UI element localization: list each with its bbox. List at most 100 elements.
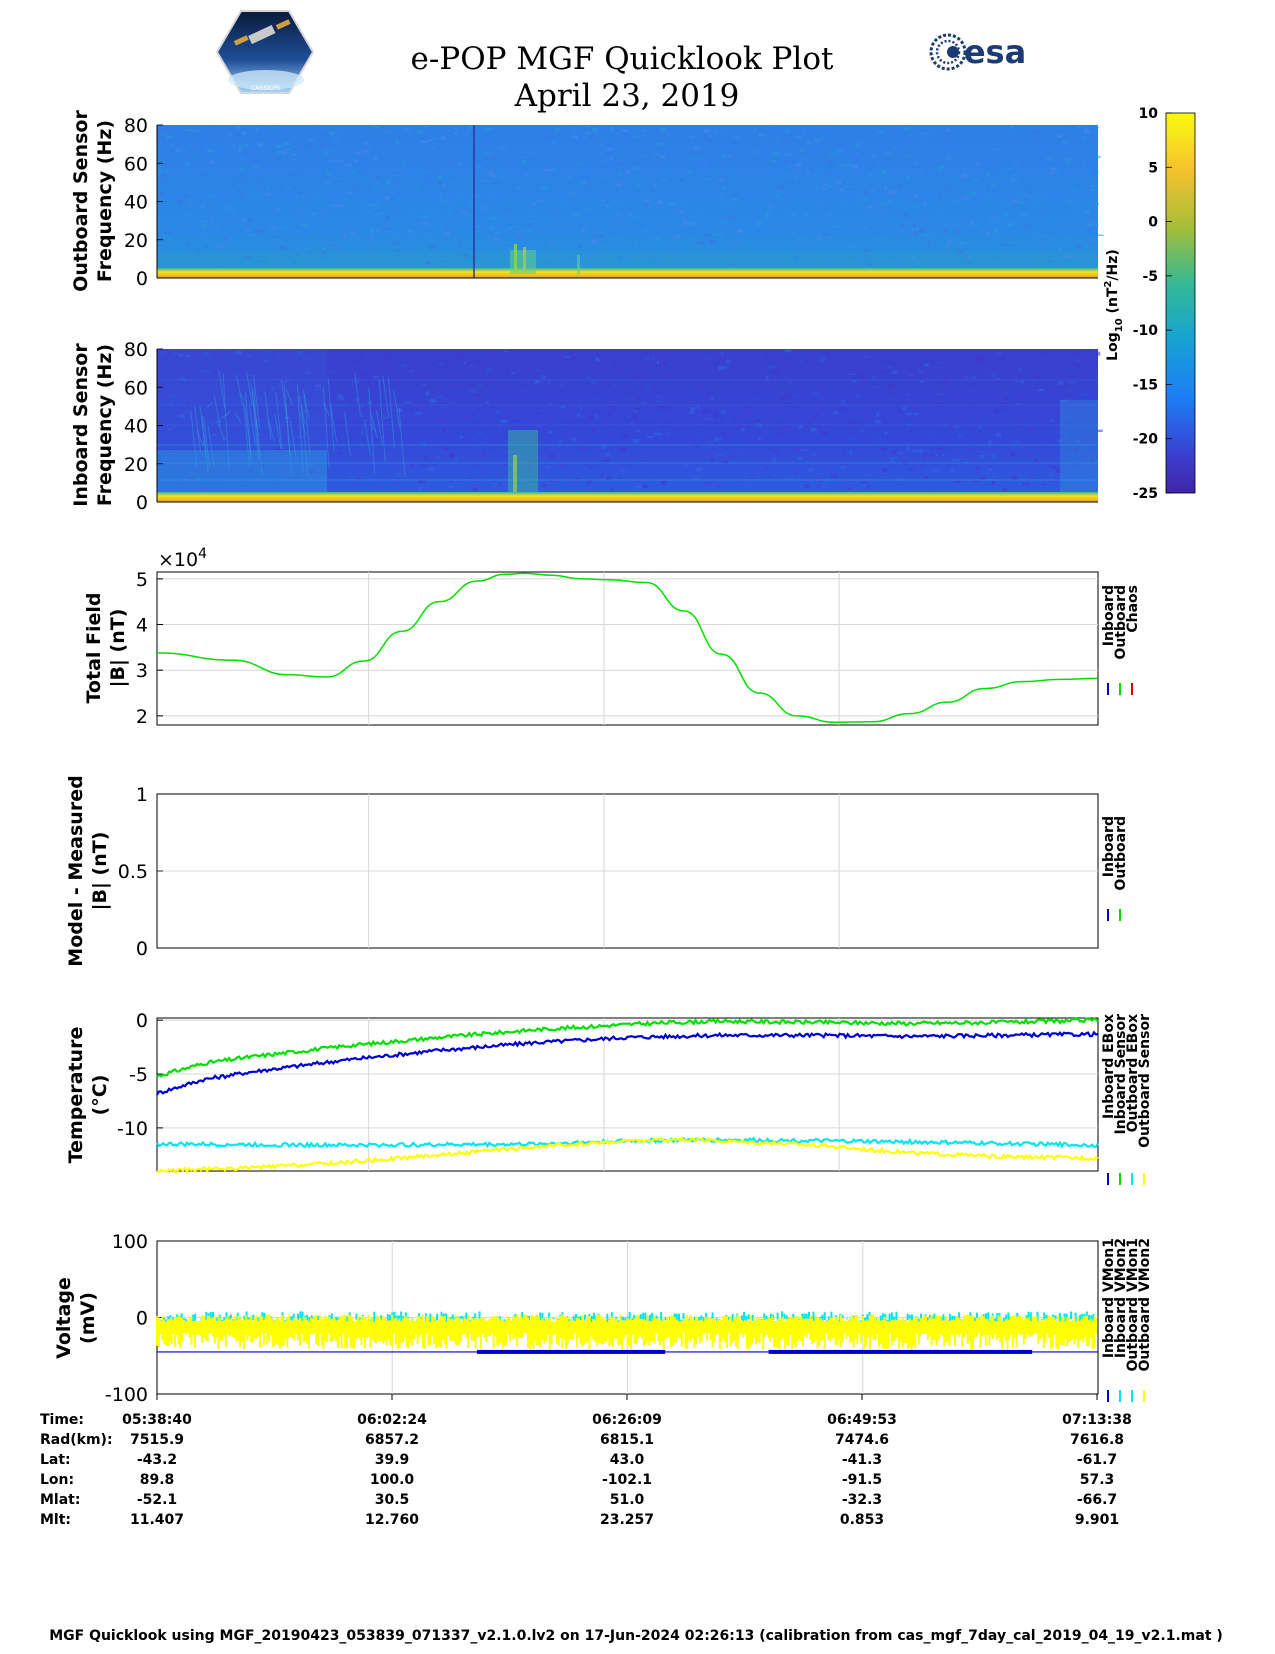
orbit-cell: -52.1: [137, 1492, 177, 1508]
model-measured-tick-label: 0: [136, 938, 148, 960]
voltage-tick-label: -100: [105, 1384, 148, 1406]
voltage-ylabel-2: (mV): [77, 1292, 99, 1344]
temperature-ylabel-2: (°C): [89, 1075, 111, 1116]
orbit-row-label: Lon:: [40, 1472, 74, 1488]
orbit-cell: -43.2: [137, 1452, 177, 1468]
orbit-cell: 51.0: [610, 1492, 645, 1508]
voltage-ylabel-1: Voltage: [53, 1277, 75, 1359]
total-field-tick-label: 2: [136, 706, 148, 728]
spectrogram-outboard-ylabel-1: Outboard Sensor: [70, 110, 92, 292]
orbit-cell: -91.5: [842, 1472, 882, 1488]
spectrogram-outboard-tick-label: 80: [124, 115, 148, 137]
voltage-tick-label: 0: [136, 1308, 148, 1330]
esa-logo: esa: [931, 33, 1026, 71]
wave-burst-inboard: [508, 430, 538, 496]
orbit-cell: 39.9: [375, 1452, 410, 1468]
spectrogram-outboard-tick-label: 0: [136, 268, 148, 290]
orbit-cell: -66.7: [1077, 1492, 1117, 1508]
colorbar-tick-label: -20: [1133, 432, 1159, 448]
spectrogram-outboard-tick-label: 60: [124, 153, 148, 175]
total-field-exponent: ×104: [158, 546, 207, 571]
orbit-cell: 07:13:38: [1062, 1412, 1132, 1428]
colorbar-tick-label: -10: [1133, 323, 1159, 339]
orbit-row-label: Lat:: [40, 1452, 71, 1468]
plot-date: April 23, 2019: [514, 78, 740, 114]
colorbar-tick-label: -15: [1133, 377, 1158, 393]
colorbar-tick-label: 10: [1139, 106, 1159, 122]
orbit-cell: 7474.6: [835, 1432, 889, 1448]
spectrogram-inboard-tick-label: 40: [124, 416, 148, 438]
temperature-ylabel-1: Temperature: [65, 1027, 87, 1164]
model-measured-tick-label: 0.5: [118, 861, 148, 883]
voltage-tick-label: 100: [112, 1231, 148, 1253]
orbit-cell: 100.0: [370, 1472, 415, 1488]
temperature-tick-label: 0: [136, 1010, 148, 1032]
orbit-cell: 43.0: [610, 1452, 645, 1468]
orbit-cell: 6815.1: [600, 1432, 654, 1448]
orbit-cell: 06:02:24: [357, 1412, 427, 1428]
total-field-legend-label: Chaos: [1125, 585, 1141, 633]
model-measured-tick-label: 1: [136, 784, 148, 806]
voltage-inboard-burst: [477, 1350, 665, 1354]
colorbar-label: Log10 (nT2/Hz): [1103, 249, 1125, 361]
temperature-panel: 0-5-10 Temperature (°C) Inboard EBoxInbo…: [65, 1010, 1153, 1185]
temperature-yticks: 0-5-10: [117, 1010, 163, 1140]
orbit-cell: 06:26:09: [592, 1412, 662, 1428]
voltage-legend-label: Outboard VMon2: [1137, 1238, 1153, 1372]
spectrogram-outboard-tick-label: 20: [124, 230, 148, 252]
orbit-cell: 57.3: [1080, 1472, 1115, 1488]
orbit-cell: 0.853: [840, 1512, 884, 1528]
orbit-cell: 6857.2: [365, 1432, 419, 1448]
model-measured-panel: 10.50 Model - Measured |B| (nT) InboardO…: [65, 775, 1129, 966]
orbit-cell: 7616.8: [1070, 1432, 1124, 1448]
orbit-cell: 06:49:53: [827, 1412, 897, 1428]
colorbar-tick-label: 0: [1148, 215, 1158, 231]
model-measured-ylabel-1: Model - Measured: [65, 775, 87, 966]
temperature-legend-label: Outboard Sensor: [1137, 1014, 1153, 1148]
orbit-cell: -32.3: [842, 1492, 882, 1508]
footer-caption: MGF Quicklook using MGF_20190423_053839_…: [49, 1628, 1223, 1644]
orbit-cell: 30.5: [375, 1492, 410, 1508]
spectrogram-inboard-tick-label: 60: [124, 377, 148, 399]
mission-logo: CASSIOPE: [217, 11, 313, 93]
spectrogram-outboard: 80 60 40 20 0 Outboard Sensor Frequency (Hz): [70, 110, 1104, 292]
model-measured-legend-label: Outboard: [1113, 816, 1129, 891]
total-field-ylabel-1: Total Field: [83, 592, 105, 703]
svg-text:esa: esa: [964, 33, 1026, 71]
model-measured-yticks: 10.50: [118, 784, 163, 960]
orbit-cell: -61.7: [1077, 1452, 1117, 1468]
orbit-cell: 9.901: [1075, 1512, 1119, 1528]
orbit-row-label: Time:: [40, 1412, 84, 1428]
orbit-cell: 12.760: [365, 1512, 419, 1528]
orbit-cell: 23.257: [600, 1512, 654, 1528]
spectrogram-inboard-ylabel-2: Frequency (Hz): [94, 344, 116, 506]
total-field-tick-label: 4: [136, 615, 148, 637]
orbit-cell: 89.8: [140, 1472, 175, 1488]
orbit-row-label: Mlt:: [40, 1512, 71, 1528]
colorbar-tick-label: -5: [1142, 269, 1158, 285]
model-measured-ylabel-2: |B| (nT): [89, 832, 111, 911]
spectrogram-inboard-tick-label: 0: [136, 492, 148, 514]
svg-text:CASSIOPE: CASSIOPE: [251, 85, 281, 92]
spectrogram-inboard-tick-label: 80: [124, 339, 148, 361]
orbit-cell: -102.1: [602, 1472, 652, 1488]
colorbar-tick-label: 5: [1148, 160, 1158, 176]
spectrogram-inboard-tick-label: 20: [124, 454, 148, 476]
orbit-row-label: Rad(km):: [40, 1432, 113, 1448]
spectrogram-outboard-tick-label: 40: [124, 192, 148, 214]
temperature-tick-label: -10: [117, 1118, 148, 1140]
orbit-cell: -41.3: [842, 1452, 882, 1468]
spectrogram-outboard-ylabel-2: Frequency (Hz): [94, 120, 116, 282]
orbit-cell: 11.407: [130, 1512, 184, 1528]
plot-title: e-POP MGF Quicklook Plot: [411, 41, 834, 77]
voltage-yticks: 100 0 -100: [105, 1231, 163, 1406]
orbit-cell: 05:38:40: [122, 1412, 192, 1428]
